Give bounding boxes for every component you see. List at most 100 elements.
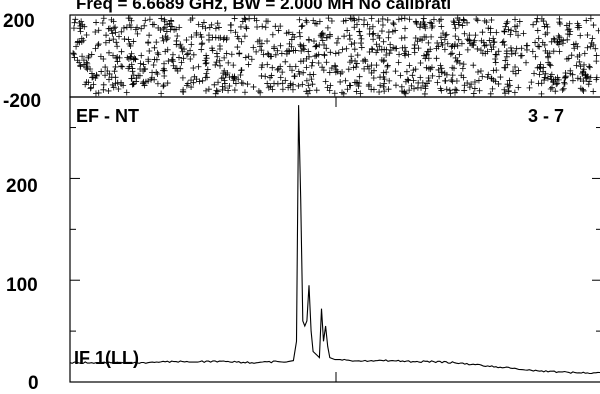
phase-point	[220, 70, 227, 77]
phase-point	[555, 32, 562, 39]
phase-point	[150, 61, 157, 68]
phase-point	[128, 50, 135, 57]
phase-point	[118, 81, 125, 88]
phase-point	[506, 77, 513, 84]
phase-point	[166, 20, 173, 27]
phase-point	[241, 89, 248, 96]
phase-point	[129, 68, 136, 75]
phase-point	[142, 17, 149, 24]
phase-point	[95, 27, 102, 34]
phase-point	[548, 38, 555, 45]
phase-point	[499, 39, 506, 46]
phase-point	[313, 43, 320, 50]
phase-y-tick-label-bottom: -200	[3, 91, 41, 112]
phase-point	[358, 35, 365, 42]
phase-point	[286, 48, 293, 55]
phase-point	[199, 40, 206, 47]
phase-point	[580, 78, 587, 85]
phase-point	[547, 86, 554, 93]
phase-point	[353, 21, 360, 28]
phase-point	[461, 87, 468, 94]
phase-point	[452, 89, 459, 96]
phase-point	[412, 34, 419, 41]
phase-point	[212, 61, 219, 68]
phase-point	[438, 68, 445, 75]
phase-point	[217, 45, 224, 52]
phase-point	[100, 15, 107, 22]
phase-point	[420, 52, 427, 59]
phase-point	[503, 53, 510, 60]
phase-point	[269, 31, 276, 38]
phase-point	[118, 28, 125, 35]
phase-point	[178, 59, 185, 66]
phase-point	[326, 69, 333, 76]
phase-point	[471, 37, 478, 44]
phase-point	[223, 50, 230, 57]
phase-point	[73, 43, 80, 50]
phase-point	[130, 80, 137, 87]
phase-point	[423, 51, 430, 58]
phase-point	[392, 82, 399, 89]
phase-point	[476, 87, 483, 94]
phase-point	[520, 30, 527, 37]
phase-point	[368, 45, 375, 52]
phase-point	[231, 87, 238, 94]
phase-point	[493, 29, 500, 36]
phase-point	[590, 22, 597, 29]
phase-point	[334, 68, 341, 75]
amp-y-tick-label-100: 100	[6, 275, 38, 296]
phase-point	[589, 35, 596, 42]
phase-point	[209, 34, 216, 41]
phase-point	[406, 62, 413, 69]
phase-point	[228, 51, 235, 58]
phase-point	[380, 83, 387, 90]
phase-point	[370, 36, 377, 43]
phase-point	[592, 45, 599, 52]
phase-point	[164, 21, 171, 28]
phase-point	[296, 29, 303, 36]
phase-point	[449, 72, 456, 79]
phase-point	[474, 45, 481, 52]
phase-point	[402, 25, 409, 32]
phase-point	[324, 24, 331, 31]
phase-point	[312, 43, 319, 50]
phase-point	[262, 24, 269, 31]
phase-point	[351, 46, 358, 53]
phase-point	[198, 41, 205, 48]
phase-point	[128, 24, 135, 31]
phase-point	[322, 78, 329, 85]
phase-point	[153, 39, 160, 46]
phase-point	[540, 18, 547, 25]
phase-point	[234, 33, 241, 40]
phase-point	[164, 46, 171, 53]
phase-point	[475, 77, 482, 84]
phase-point	[130, 81, 137, 88]
phase-point	[427, 46, 434, 53]
phase-point	[88, 84, 95, 91]
phase-point	[386, 77, 393, 84]
phase-point	[151, 44, 158, 51]
phase-point	[108, 16, 115, 23]
phase-point	[131, 55, 138, 62]
phase-point	[180, 55, 187, 62]
phase-point	[495, 80, 502, 87]
phase-point	[77, 28, 84, 35]
phase-point	[333, 39, 340, 46]
phase-point	[162, 33, 169, 40]
phase-point	[559, 86, 566, 93]
phase-point	[226, 82, 233, 89]
phase-point	[406, 87, 413, 94]
phase-point	[277, 42, 284, 49]
phase-point	[223, 34, 230, 41]
phase-point	[429, 72, 436, 79]
phase-point	[438, 87, 445, 94]
phase-point	[515, 84, 522, 91]
phase-point	[344, 86, 351, 93]
phase-point	[404, 76, 411, 83]
phase-point	[335, 35, 342, 42]
phase-point	[348, 41, 355, 48]
amplitude-series-line	[69, 105, 600, 375]
phase-point	[204, 66, 211, 73]
phase-point	[357, 90, 364, 97]
phase-point	[593, 76, 600, 83]
